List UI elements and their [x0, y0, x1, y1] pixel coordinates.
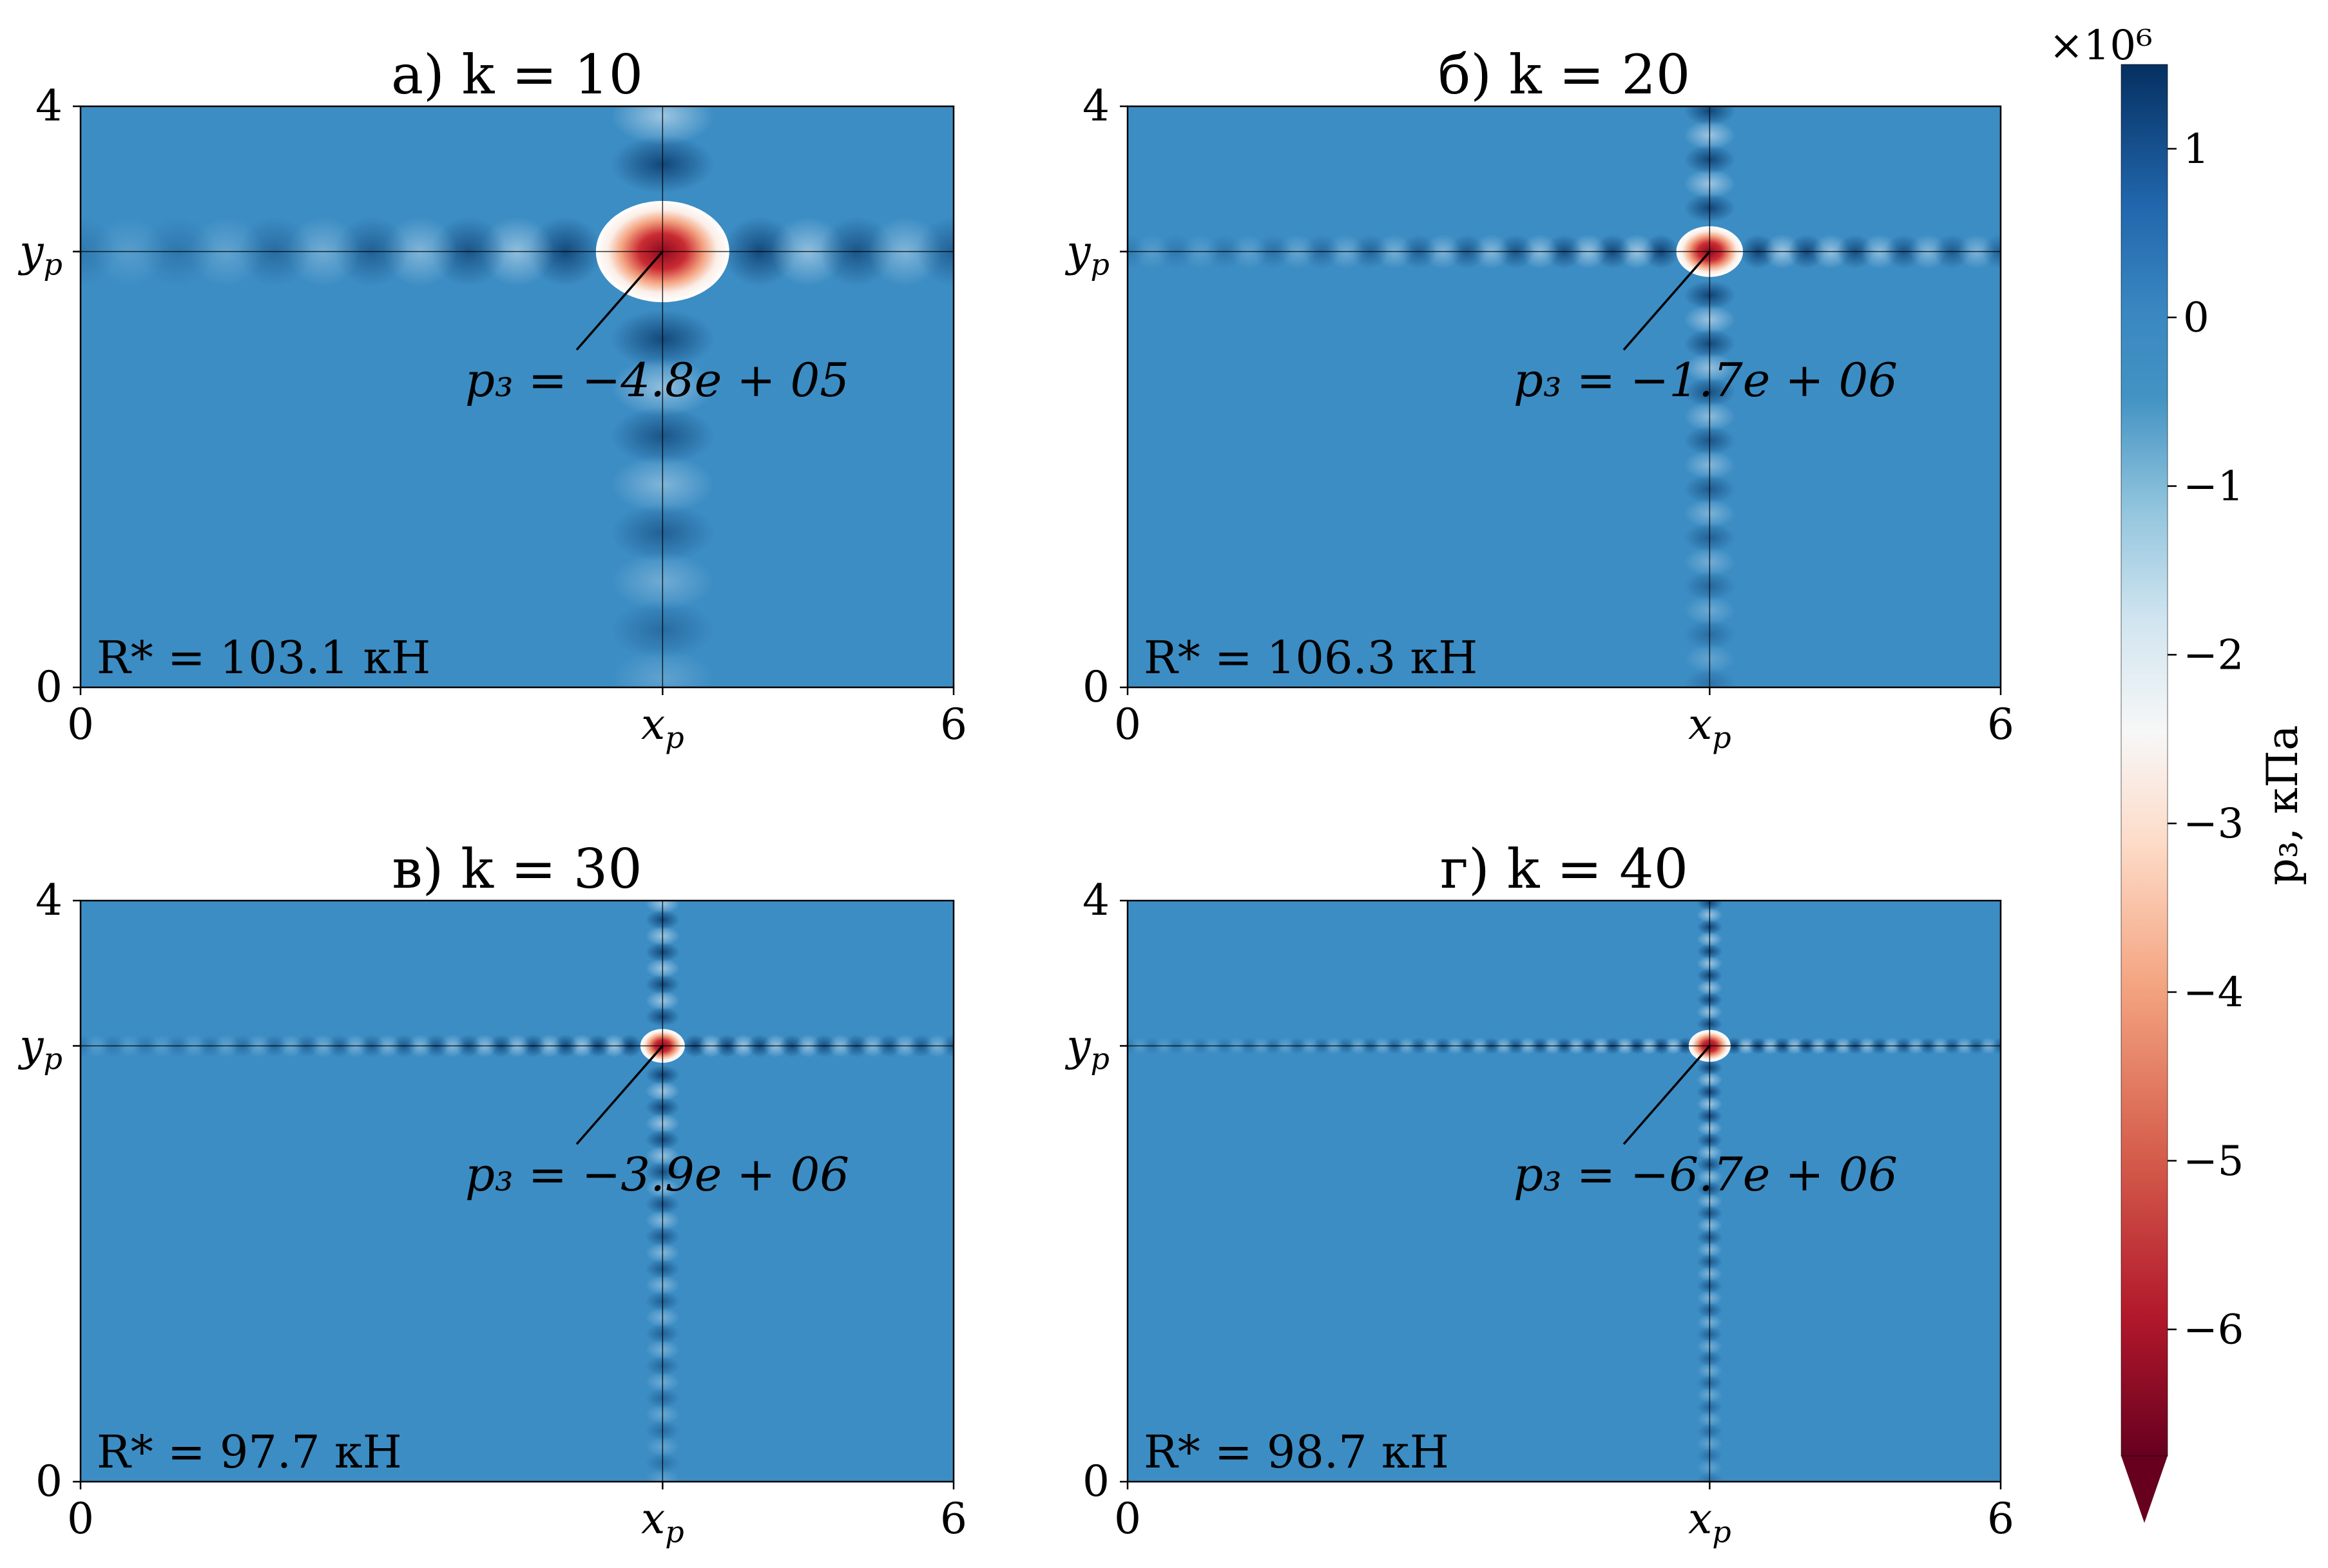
x-tick-label-xp: xp — [641, 700, 684, 755]
wave-crest — [611, 0, 714, 48]
panel-title: б) k = 20 — [1438, 43, 1691, 106]
colorbar-tick-label: −4 — [2183, 969, 2244, 1017]
y-tick-label: 0 — [1082, 1457, 1110, 1506]
tick-var: x — [1688, 1494, 1712, 1544]
wave-crest — [1697, 883, 1722, 898]
axes-frame — [1126, 899, 2002, 1483]
reaction-label: R* = 106.3 кН — [1144, 631, 1477, 684]
x-tick-label: 0 — [67, 700, 94, 749]
colorbar-tick-label: 1 — [2183, 126, 2209, 173]
colorbar-multiplier: ×10⁶ — [2049, 22, 2153, 70]
heatmap-field — [1128, 901, 2001, 1482]
tick-sub: p — [44, 1042, 63, 1076]
colorbar-tick-label: −3 — [2183, 800, 2244, 848]
panel-title: г) k = 40 — [1440, 837, 1688, 901]
y-tick-label-yp: yp — [1064, 1021, 1110, 1076]
x-tick-label: 0 — [1114, 700, 1141, 749]
colorbar: ×10⁶ 1 0 −1 −2 −3 −4 −5 −6 p₃, кПа — [2049, 22, 2307, 1523]
reaction-label: R* = 97.7 кН — [97, 1426, 402, 1478]
wave-crest — [611, 746, 714, 804]
wave-crest — [1684, 72, 1735, 101]
y-tick-label-yp: yp — [17, 227, 63, 282]
tick-var: y — [17, 227, 44, 276]
y-tick-label: 0 — [35, 662, 63, 712]
wave-crest — [2006, 234, 2043, 269]
y-tick-label: 0 — [1082, 662, 1110, 712]
wave-trough — [1697, 872, 1722, 886]
colorbar-tick-label: −1 — [2183, 463, 2244, 511]
y-tick-label-yp: yp — [17, 1021, 63, 1076]
wave-trough — [2015, 1037, 2034, 1055]
tick-var: x — [1688, 700, 1712, 749]
y-tick-label: 0 — [35, 1457, 63, 1506]
wave-crest — [2004, 1037, 2023, 1055]
tick-var: y — [1064, 227, 1091, 276]
peak-annotation: p₃ = −6.7e + 06 — [1514, 1147, 1898, 1201]
colorbar-tick-label: −5 — [2183, 1138, 2244, 1185]
x-tick-label-xp: xp — [641, 1494, 684, 1549]
colorbar-extend-min — [2121, 1456, 2168, 1523]
peak-annotation: p₃ = −1.7e + 06 — [1514, 353, 1898, 407]
heatmap-field — [81, 901, 954, 1482]
heatmap-pattern — [81, 0, 1039, 804]
x-tick-label: 0 — [67, 1494, 94, 1544]
tick-var: y — [1064, 1021, 1091, 1071]
colorbar-outline — [2121, 64, 2168, 1457]
annotation-arrow — [575, 251, 664, 351]
tick-sub: p — [1712, 1515, 1731, 1549]
x-tick-label: 6 — [1987, 1494, 2014, 1544]
tick-var: x — [641, 700, 665, 749]
annotation-arrow — [575, 1045, 664, 1145]
colorbar-label: p₃, кПа — [2258, 725, 2307, 886]
heatmap-field — [81, 106, 954, 687]
annotation-arrow — [1622, 1045, 1711, 1145]
tick-var: x — [641, 1494, 665, 1544]
colorbar-tick-label: −6 — [2183, 1306, 2244, 1354]
x-tick-label-xp: xp — [1688, 700, 1731, 755]
y-tick-label: 4 — [1082, 875, 1110, 925]
panel-title: в) k = 30 — [392, 837, 642, 901]
tick-sub: p — [665, 720, 684, 755]
axes-frame — [79, 105, 955, 689]
tick-sub: p — [44, 247, 63, 282]
tick-var: y — [17, 1021, 44, 1071]
axes-frame — [79, 899, 955, 1483]
wave-crest — [965, 216, 1039, 286]
annotation-arrow — [1622, 251, 1711, 351]
peak-annotation: p₃ = −3.9e + 06 — [465, 1147, 849, 1201]
tick-sub: p — [1712, 720, 1731, 755]
y-tick-label: 4 — [35, 81, 63, 131]
tick-sub: p — [1091, 1042, 1110, 1076]
tick-sub: p — [665, 1515, 684, 1549]
x-tick-label-xp: xp — [1688, 1494, 1731, 1549]
y-tick-label: 4 — [35, 875, 63, 925]
wave-crest — [957, 1034, 982, 1057]
x-tick-label: 6 — [940, 700, 967, 749]
colorbar-tick-label: −2 — [2183, 631, 2244, 679]
tick-sub: p — [1091, 247, 1110, 282]
axes-frame — [1126, 105, 2002, 689]
x-tick-label: 0 — [1114, 1494, 1141, 1544]
x-tick-label: 6 — [1987, 700, 2014, 749]
peak-annotation: p₃ = −4.8e + 05 — [465, 353, 849, 407]
colorbar-tick-label: 0 — [2183, 294, 2209, 342]
wave-trough — [646, 878, 680, 897]
panel-title: а) k = 10 — [391, 43, 643, 106]
reaction-label: R* = 103.1 кН — [97, 631, 430, 684]
y-tick-label: 4 — [1082, 81, 1110, 131]
heatmap-field — [1128, 106, 2001, 687]
y-tick-label-yp: yp — [1064, 227, 1110, 282]
x-tick-label: 6 — [940, 1494, 967, 1544]
wave-trough — [2031, 234, 2068, 269]
colorbar-bar — [2121, 64, 2168, 1456]
wave-trough — [1684, 48, 1735, 77]
wave-crest — [646, 861, 680, 881]
reaction-label: R* = 98.7 кН — [1144, 1426, 1449, 1478]
